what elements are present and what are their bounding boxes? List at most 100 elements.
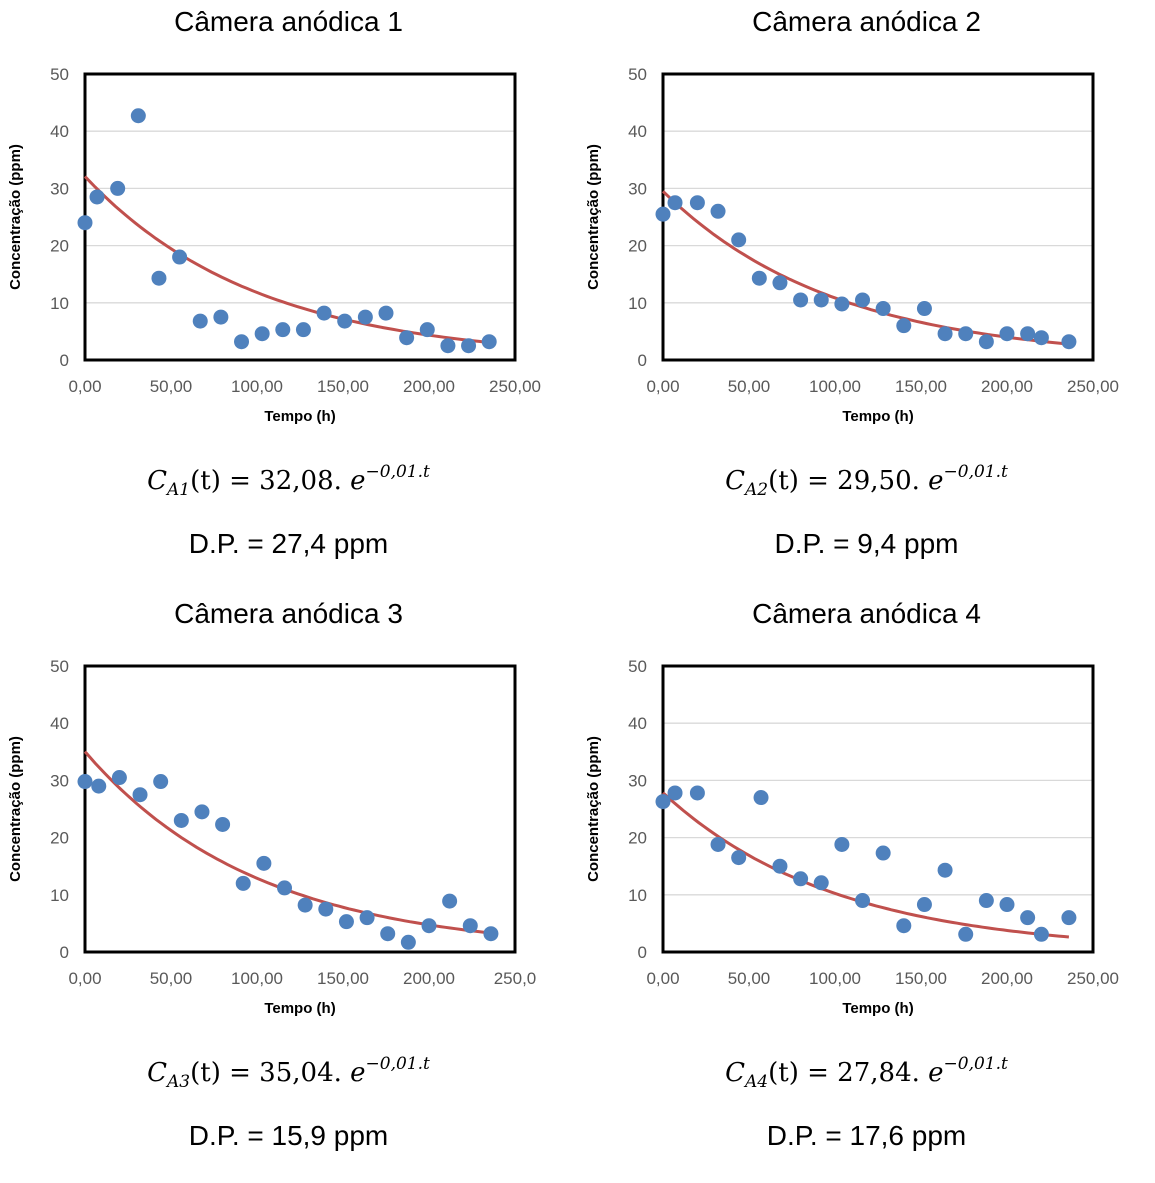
- y-tick-label: 40: [50, 122, 69, 141]
- data-point: [772, 275, 788, 291]
- data-point: [337, 313, 353, 329]
- x-tick-label: 100,00: [809, 377, 861, 396]
- data-point: [896, 918, 912, 934]
- y-tick-label: 0: [60, 943, 69, 962]
- y-axis-label: Concentração (ppm): [585, 736, 602, 882]
- data-point: [172, 249, 188, 265]
- y-tick-label: 50: [50, 657, 69, 676]
- data-point: [793, 292, 809, 308]
- data-point: [1061, 334, 1077, 350]
- y-axis-label: Concentração (ppm): [7, 736, 24, 882]
- x-tick-label: 100,00: [231, 969, 283, 988]
- data-point: [130, 108, 146, 124]
- x-axis-label: Tempo (h): [264, 408, 335, 425]
- scatter-chart: 0 10 20 30 40 50 0,00 50,00 100,00 150,00 200,00 25…: [7, 657, 537, 1017]
- x-tick-label: 250,0: [494, 969, 537, 988]
- data-point: [194, 804, 210, 820]
- data-point: [855, 292, 871, 308]
- x-tick-label: 50,00: [150, 969, 193, 988]
- x-axis-label: Tempo (h): [264, 1000, 335, 1017]
- x-tick-label: 150,00: [895, 377, 947, 396]
- data-point: [958, 926, 974, 942]
- y-tick-label: 30: [628, 179, 647, 198]
- data-point: [151, 270, 167, 286]
- data-point: [213, 309, 229, 325]
- chart-title: Câmera anódica 2: [752, 6, 981, 37]
- plot-area-border: [661, 72, 1095, 362]
- data-point: [937, 862, 953, 878]
- scatter-chart: 0 10 20 30 40 50 0,00 50,00 100,00 150,00 200,00 25…: [585, 65, 1119, 425]
- data-point: [421, 918, 437, 934]
- data-point: [359, 910, 375, 926]
- data-point: [667, 785, 683, 801]
- data-point: [689, 785, 705, 801]
- data-point: [297, 897, 313, 913]
- x-tick-label: 100,00: [231, 377, 283, 396]
- chart-title: Câmera anódica 3: [174, 598, 403, 629]
- data-point: [999, 326, 1015, 342]
- x-tick-label: 0,00: [68, 969, 101, 988]
- y-tick-label: 0: [60, 351, 69, 370]
- data-point: [173, 812, 189, 828]
- y-tick-label: 50: [628, 657, 647, 676]
- data-point: [442, 893, 458, 909]
- data-point: [234, 334, 250, 350]
- x-tick-label: 150,00: [895, 969, 947, 988]
- data-point: [772, 858, 788, 874]
- data-point: [318, 901, 334, 917]
- y-tick-label: 20: [628, 237, 647, 256]
- y-tick-label: 20: [50, 829, 69, 848]
- data-point: [481, 334, 497, 350]
- scatter-chart: 0 10 20 30 40 50 0,00 50,00 100,00 150,00 200,00 25…: [7, 65, 541, 425]
- data-point: [316, 305, 332, 321]
- x-tick-label: 0,00: [68, 377, 101, 396]
- data-point: [999, 897, 1015, 913]
- x-tick-label: 50,00: [728, 969, 771, 988]
- x-tick-label: 150,00: [317, 377, 369, 396]
- data-point: [813, 875, 829, 891]
- y-tick-label: 10: [628, 294, 647, 313]
- data-point: [295, 322, 311, 338]
- chart-panel-1: Câmera anódica 1 0 10 20 30 40 50 0,00 50,00 100…: [0, 0, 577, 591]
- fit-equation: CA1(t) = 32,08. e−0,01.t: [147, 462, 430, 500]
- data-point: [655, 794, 671, 810]
- data-point: [111, 770, 127, 786]
- x-tick-label: 250,00: [489, 377, 541, 396]
- data-point: [834, 296, 850, 312]
- x-tick-label: 100,00: [809, 969, 861, 988]
- y-tick-label: 10: [50, 886, 69, 905]
- data-point: [440, 338, 456, 354]
- data-point: [753, 790, 769, 806]
- data-point: [215, 816, 231, 832]
- x-tick-label: 0,00: [646, 969, 679, 988]
- plot-area-border: [661, 664, 1095, 954]
- x-tick-label: 200,00: [981, 377, 1033, 396]
- standard-deviation: D.P. = 15,9 ppm: [188, 1120, 389, 1151]
- data-point: [483, 926, 499, 942]
- y-tick-label: 10: [628, 886, 647, 905]
- data-point: [275, 322, 291, 338]
- y-tick-label: 40: [50, 714, 69, 733]
- x-axis-label: Tempo (h): [842, 1000, 913, 1017]
- x-tick-label: 0,00: [646, 377, 679, 396]
- data-point: [751, 270, 767, 286]
- data-point: [655, 206, 671, 222]
- data-point: [77, 215, 93, 231]
- data-point: [378, 305, 394, 321]
- chart-panel-4: Câmera anódica 4 0 10 20 30 40 50 0,00 50,00 100…: [578, 592, 1155, 1183]
- data-point: [462, 918, 478, 934]
- y-tick-label: 40: [628, 122, 647, 141]
- data-point: [1020, 910, 1036, 926]
- data-point: [667, 195, 683, 211]
- data-point: [958, 326, 974, 342]
- trendline: [83, 175, 490, 344]
- data-point: [192, 313, 208, 329]
- data-point: [813, 292, 829, 308]
- data-point: [419, 322, 435, 338]
- trendline: [661, 791, 1070, 939]
- x-tick-label: 200,00: [403, 377, 455, 396]
- data-point: [731, 850, 747, 866]
- data-point: [357, 309, 373, 325]
- x-tick-label: 150,00: [317, 969, 369, 988]
- data-point: [1020, 326, 1036, 342]
